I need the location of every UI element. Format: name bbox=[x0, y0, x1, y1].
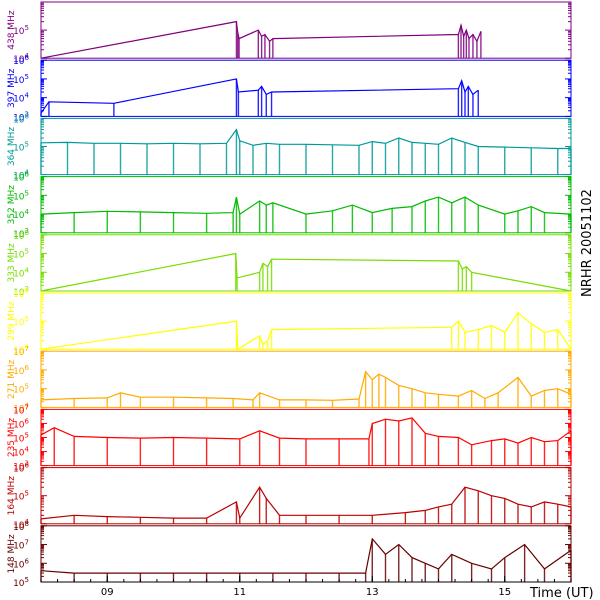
y-tick-exponent: 4 bbox=[25, 52, 30, 60]
y-tick-label: 105 bbox=[13, 576, 29, 589]
y-tick-exponent: 4 bbox=[25, 266, 30, 274]
y-tick-exponent: 6 bbox=[25, 417, 30, 425]
panel-frequency-label: 333 MHz bbox=[7, 243, 17, 283]
y-tick-exponent: 4 bbox=[25, 343, 30, 351]
panel-frequency-label: 148 MHz bbox=[7, 534, 17, 574]
panel-frequency-label: 164 MHz bbox=[7, 476, 17, 516]
y-tick-exponent: 4 bbox=[25, 208, 30, 216]
panel-frame bbox=[40, 234, 572, 292]
y-tick-exponent: 3 bbox=[25, 227, 29, 235]
y-tick-exponent: 7 bbox=[25, 345, 29, 353]
x-tick-label: 15 bbox=[498, 587, 511, 598]
y-tick-exponent: 7 bbox=[25, 403, 29, 411]
y-tick-exponent: 3 bbox=[25, 285, 29, 293]
panel-frame bbox=[40, 1, 572, 59]
panel-frequency-label: 235 MHz bbox=[7, 418, 17, 458]
y-tick-exponent: 6 bbox=[25, 112, 30, 120]
series-line bbox=[40, 417, 572, 446]
y-tick-exponent: 6 bbox=[25, 557, 30, 565]
y-tick-exponent: 5 bbox=[25, 315, 29, 323]
series-line bbox=[40, 537, 572, 574]
panel-frequency-label: 352 MHz bbox=[7, 185, 17, 225]
x-axis: 09 11 13 15 bbox=[40, 576, 572, 598]
y-tick-exponent: 5 bbox=[25, 73, 29, 81]
y-tick-exponent: 5 bbox=[25, 432, 29, 440]
y-tick-exponent: 5 bbox=[25, 248, 29, 256]
series-line bbox=[40, 370, 572, 401]
y-tick-exponent: 4 bbox=[25, 401, 30, 409]
panel-frame bbox=[40, 59, 572, 117]
x-tick-label: 13 bbox=[366, 587, 379, 598]
y-tick-exponent: 3 bbox=[25, 110, 29, 118]
panel-frequency-label: 438 MHz bbox=[7, 10, 17, 50]
y-tick-exponent: 5 bbox=[25, 576, 29, 584]
x-tick-label: 09 bbox=[101, 587, 114, 598]
y-tick-exponent: 5 bbox=[25, 383, 29, 391]
y-tick-exponent: 4 bbox=[25, 518, 30, 526]
y-tick-exponent: 8 bbox=[25, 520, 29, 528]
series-line bbox=[40, 311, 572, 351]
y-tick-exponent: 7 bbox=[25, 539, 29, 547]
series-line bbox=[40, 78, 479, 114]
panel-frequency-label: 271 MHz bbox=[7, 359, 17, 399]
y-tick-exponent: 6 bbox=[25, 462, 30, 470]
panel-frequency-label: 299 MHz bbox=[7, 301, 17, 341]
y-tick-exponent: 6 bbox=[25, 364, 30, 372]
y-tick-exponent: 4 bbox=[25, 169, 30, 177]
x-axis-label: Time (UT) bbox=[529, 586, 594, 600]
y-tick-exponent: 4 bbox=[25, 446, 30, 454]
panel-frequency-label: 397 MHz bbox=[7, 68, 17, 108]
y-tick-exponent: 6 bbox=[25, 54, 30, 62]
series-line bbox=[40, 252, 572, 292]
series-line bbox=[40, 196, 572, 216]
station-date-label: NRHR 20051102 bbox=[580, 189, 595, 297]
panel-frequency-label: 364 MHz bbox=[7, 127, 17, 167]
y-tick-exponent: 4 bbox=[25, 92, 30, 100]
y-tick-exponent: 6 bbox=[25, 171, 30, 179]
y-tick-exponent: 5 bbox=[25, 490, 29, 498]
x-tick-label: 11 bbox=[233, 587, 246, 598]
y-tick-exponent: 6 bbox=[25, 229, 30, 237]
y-tick-exponent: 5 bbox=[25, 189, 29, 197]
y-tick-exponent: 5 bbox=[25, 141, 29, 149]
y-tick-exponent: 3 bbox=[25, 460, 29, 468]
y-tick-exponent: 5 bbox=[25, 24, 29, 32]
y-tick-exponent: 6 bbox=[25, 287, 30, 295]
series-line bbox=[40, 486, 572, 520]
